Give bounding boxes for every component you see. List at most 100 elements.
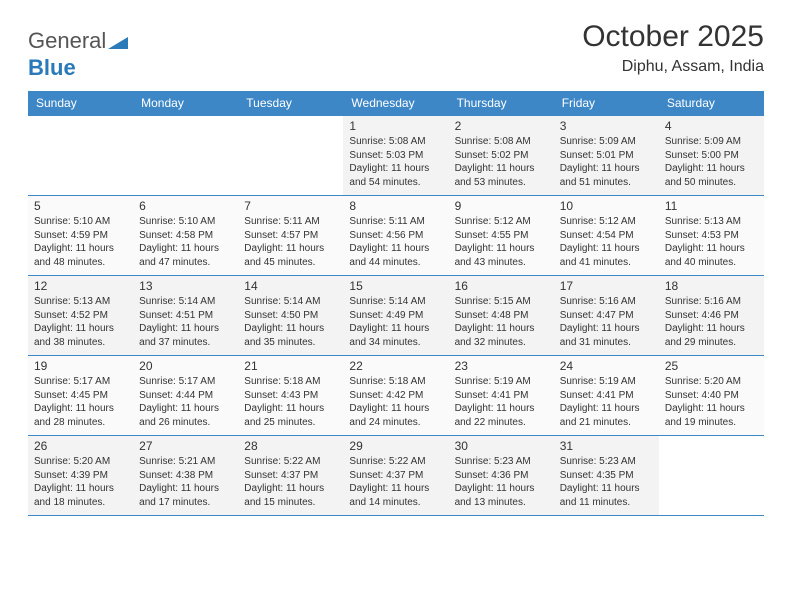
calendar-day-cell: 23Sunrise: 5:19 AMSunset: 4:41 PMDayligh… <box>449 356 554 436</box>
calendar-day-cell: 11Sunrise: 5:13 AMSunset: 4:53 PMDayligh… <box>659 196 764 276</box>
day-number: 6 <box>139 199 232 213</box>
day-info: Sunrise: 5:17 AMSunset: 4:44 PMDaylight:… <box>139 375 232 429</box>
daylight-text: Daylight: 11 hours and 26 minutes. <box>139 402 232 429</box>
sunset-text: Sunset: 4:58 PM <box>139 229 232 243</box>
sunrise-text: Sunrise: 5:18 AM <box>349 375 442 389</box>
calendar-day-cell: 19Sunrise: 5:17 AMSunset: 4:45 PMDayligh… <box>28 356 133 436</box>
calendar-day-cell: 6 Sunrise: 5:10 AMSunset: 4:58 PMDaylight… <box>133 196 238 276</box>
calendar-day-cell: 5 Sunrise: 5:10 AMSunset: 4:59 PMDaylight… <box>28 196 133 276</box>
daylight-text: Daylight: 11 hours and 44 minutes. <box>349 242 442 269</box>
daylight-text: Daylight: 11 hours and 28 minutes. <box>34 402 127 429</box>
sunrise-text: Sunrise: 5:08 AM <box>349 135 442 149</box>
day-number: 8 <box>349 199 442 213</box>
daylight-text: Daylight: 11 hours and 38 minutes. <box>34 322 127 349</box>
sunrise-text: Sunrise: 5:14 AM <box>139 295 232 309</box>
calendar-page: General Blue October 2025 Diphu, Assam, … <box>0 0 792 536</box>
sunset-text: Sunset: 4:38 PM <box>139 469 232 483</box>
calendar-day-cell: 22 Sunrise: 5:18 AMSunset: 4:42 PMDayligh… <box>343 356 448 436</box>
day-number: 27 <box>139 439 232 453</box>
day-number: 22 <box>349 359 442 373</box>
day-info: Sunrise: 5:10 AMSunset: 4:58 PMDaylight:… <box>139 215 232 269</box>
daylight-text: Daylight: 11 hours and 32 minutes. <box>455 322 548 349</box>
sunset-text: Sunset: 4:43 PM <box>244 389 337 403</box>
calendar-day-cell: 4Sunrise: 5:09 AMSunset: 5:00 PMDaylight… <box>659 116 764 196</box>
daylight-text: Daylight: 11 hours and 47 minutes. <box>139 242 232 269</box>
sunrise-text: Sunrise: 5:12 AM <box>455 215 548 229</box>
daylight-text: Daylight: 11 hours and 41 minutes. <box>560 242 653 269</box>
sunrise-text: Sunrise: 5:14 AM <box>349 295 442 309</box>
sunrise-text: Sunrise: 5:08 AM <box>455 135 548 149</box>
sunrise-text: Sunrise: 5:22 AM <box>349 455 442 469</box>
daylight-text: Daylight: 11 hours and 31 minutes. <box>560 322 653 349</box>
day-number: 21 <box>244 359 337 373</box>
daylight-text: Daylight: 11 hours and 35 minutes. <box>244 322 337 349</box>
day-info: Sunrise: 5:22 AMSunset: 4:37 PMDaylight:… <box>349 455 442 509</box>
day-number: 5 <box>34 199 127 213</box>
sunrise-text: Sunrise: 5:21 AM <box>139 455 232 469</box>
sunrise-text: Sunrise: 5:15 AM <box>455 295 548 309</box>
daylight-text: Daylight: 11 hours and 19 minutes. <box>665 402 758 429</box>
day-info: Sunrise: 5:13 AMSunset: 4:52 PMDaylight:… <box>34 295 127 349</box>
calendar-day-cell: 8Sunrise: 5:11 AMSunset: 4:56 PMDaylight… <box>343 196 448 276</box>
daylight-text: Daylight: 11 hours and 50 minutes. <box>665 162 758 189</box>
day-number: 24 <box>560 359 653 373</box>
daylight-text: Daylight: 11 hours and 40 minutes. <box>665 242 758 269</box>
sunrise-text: Sunrise: 5:16 AM <box>665 295 758 309</box>
day-info: Sunrise: 5:14 AMSunset: 4:51 PMDaylight:… <box>139 295 232 349</box>
sunrise-text: Sunrise: 5:23 AM <box>455 455 548 469</box>
logo: General Blue <box>28 20 128 81</box>
sunset-text: Sunset: 4:36 PM <box>455 469 548 483</box>
day-info: Sunrise: 5:20 AMSunset: 4:40 PMDaylight:… <box>665 375 758 429</box>
daylight-text: Daylight: 11 hours and 24 minutes. <box>349 402 442 429</box>
sunset-text: Sunset: 4:52 PM <box>34 309 127 323</box>
daylight-text: Daylight: 11 hours and 21 minutes. <box>560 402 653 429</box>
title-block: October 2025 Diphu, Assam, India <box>582 20 764 76</box>
day-header-row: SundayMondayTuesdayWednesdayThursdayFrid… <box>28 91 764 116</box>
calendar-day-cell: 26Sunrise: 5:20 AMSunset: 4:39 PMDayligh… <box>28 436 133 516</box>
day-info: Sunrise: 5:08 AMSunset: 5:02 PMDaylight:… <box>455 135 548 189</box>
sunrise-text: Sunrise: 5:19 AM <box>455 375 548 389</box>
sunrise-text: Sunrise: 5:17 AM <box>34 375 127 389</box>
sunset-text: Sunset: 4:48 PM <box>455 309 548 323</box>
day-info: Sunrise: 5:16 AMSunset: 4:47 PMDaylight:… <box>560 295 653 349</box>
calendar-day-cell: 24Sunrise: 5:19 AMSunset: 4:41 PMDayligh… <box>554 356 659 436</box>
day-number: 2 <box>455 119 548 133</box>
sunrise-text: Sunrise: 5:13 AM <box>665 215 758 229</box>
daylight-text: Daylight: 11 hours and 13 minutes. <box>455 482 548 509</box>
day-number: 10 <box>560 199 653 213</box>
day-info: Sunrise: 5:23 AMSunset: 4:35 PMDaylight:… <box>560 455 653 509</box>
sunset-text: Sunset: 4:46 PM <box>665 309 758 323</box>
sunset-text: Sunset: 4:53 PM <box>665 229 758 243</box>
sunset-text: Sunset: 4:42 PM <box>349 389 442 403</box>
day-info: Sunrise: 5:12 AMSunset: 4:55 PMDaylight:… <box>455 215 548 269</box>
daylight-text: Daylight: 11 hours and 54 minutes. <box>349 162 442 189</box>
day-header: Thursday <box>449 91 554 116</box>
calendar-table: SundayMondayTuesdayWednesdayThursdayFrid… <box>28 91 764 516</box>
daylight-text: Daylight: 11 hours and 11 minutes. <box>560 482 653 509</box>
day-number: 23 <box>455 359 548 373</box>
day-number: 20 <box>139 359 232 373</box>
sunrise-text: Sunrise: 5:16 AM <box>560 295 653 309</box>
sunrise-text: Sunrise: 5:23 AM <box>560 455 653 469</box>
day-number: 16 <box>455 279 548 293</box>
calendar-day-cell: 9Sunrise: 5:12 AMSunset: 4:55 PMDaylight… <box>449 196 554 276</box>
daylight-text: Daylight: 11 hours and 25 minutes. <box>244 402 337 429</box>
sunset-text: Sunset: 4:59 PM <box>34 229 127 243</box>
sunset-text: Sunset: 4:41 PM <box>455 389 548 403</box>
day-number: 29 <box>349 439 442 453</box>
day-info: Sunrise: 5:14 AMSunset: 4:49 PMDaylight:… <box>349 295 442 349</box>
day-number: 18 <box>665 279 758 293</box>
day-number: 28 <box>244 439 337 453</box>
sunrise-text: Sunrise: 5:20 AM <box>34 455 127 469</box>
day-info: Sunrise: 5:10 AMSunset: 4:59 PMDaylight:… <box>34 215 127 269</box>
sunset-text: Sunset: 5:03 PM <box>349 149 442 163</box>
day-number: 7 <box>244 199 337 213</box>
sunrise-text: Sunrise: 5:17 AM <box>139 375 232 389</box>
day-number: 31 <box>560 439 653 453</box>
day-header: Tuesday <box>238 91 343 116</box>
day-number: 3 <box>560 119 653 133</box>
day-number: 14 <box>244 279 337 293</box>
daylight-text: Daylight: 11 hours and 37 minutes. <box>139 322 232 349</box>
daylight-text: Daylight: 11 hours and 51 minutes. <box>560 162 653 189</box>
logo-text-gray: General <box>28 28 106 53</box>
